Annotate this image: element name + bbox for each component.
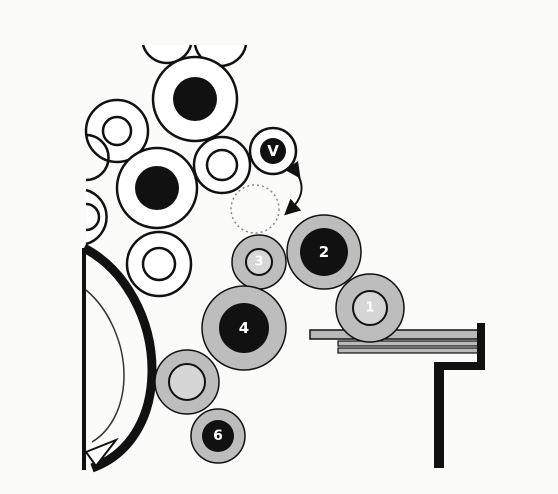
background-roller — [85, 133, 110, 182]
roller-1: 1 — [335, 273, 405, 343]
background-roller — [125, 230, 193, 298]
roller-label: 3 — [254, 255, 263, 270]
roller-3: 3 — [231, 234, 287, 290]
roller-label: 4 — [239, 319, 249, 337]
feed-board-base — [337, 347, 485, 354]
table-arm — [437, 362, 485, 370]
feed-board-lower — [337, 340, 479, 347]
left-frame — [82, 248, 86, 470]
background-roller — [141, 44, 193, 65]
roller-label: 6 — [213, 428, 223, 444]
roller-label: 1 — [365, 301, 374, 316]
roller-2: 2 — [286, 214, 362, 290]
roller-label: V — [267, 142, 279, 160]
cylinder-rim — [81, 244, 157, 473]
feed-stop — [477, 323, 485, 370]
inking-unit-rollers — [84, 44, 252, 298]
roller-6: 6 — [190, 408, 246, 464]
roller-label: 2 — [319, 243, 329, 261]
table-leg — [434, 362, 444, 468]
swing-arrow-icon — [284, 160, 303, 216]
ghost-roller-position — [230, 184, 280, 234]
roller-v: V — [248, 126, 298, 176]
cylinder-gripper — [84, 437, 120, 468]
background-roller — [192, 135, 252, 195]
background-roller — [115, 146, 199, 230]
background-roller — [84, 98, 150, 164]
cylinder-inner-arc — [85, 289, 125, 443]
background-roller — [151, 55, 239, 143]
feed-table — [309, 323, 485, 468]
impression-cylinder — [81, 244, 157, 473]
roller-5 — [154, 349, 220, 415]
background-roller — [85, 188, 108, 246]
roller-4: 4 — [201, 285, 287, 371]
